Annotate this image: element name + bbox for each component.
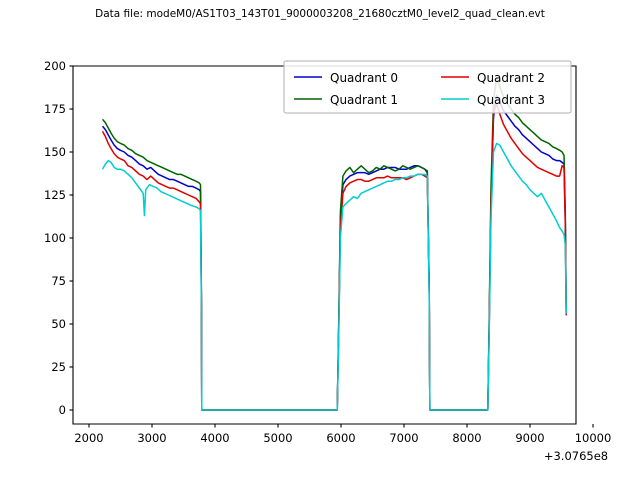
y-tick-label: 0 — [59, 403, 66, 417]
y-tick-label: 25 — [51, 360, 66, 374]
legend-label-quadrant-1: Quadrant 1 — [330, 93, 398, 107]
x-tick-label: 2000 — [74, 431, 103, 445]
series-line-quadrant-1 — [101, 77, 567, 411]
legend-label-quadrant-3: Quadrant 3 — [477, 93, 545, 107]
page-title: Data file: modeM0/AS1T03_143T01_90000032… — [95, 8, 545, 20]
y-tick-label: 175 — [44, 102, 66, 116]
x-tick-label: 9000 — [515, 431, 544, 445]
legend-background — [283, 60, 572, 114]
x-tick-label: 5000 — [263, 431, 292, 445]
legend-label-quadrant-0: Quadrant 0 — [330, 71, 398, 85]
chart-legend[interactable]: Quadrant 0 Quadrant 1 Quadrant 2 Quadrant 3 — [283, 60, 572, 114]
y-tick-label: 75 — [51, 274, 66, 288]
y-tick-label: 100 — [44, 231, 66, 245]
series-line-quadrant-2 — [101, 103, 567, 411]
legend-label-quadrant-2: Quadrant 2 — [477, 71, 545, 85]
series-layer — [101, 77, 567, 411]
series-line-quadrant-0 — [101, 94, 567, 411]
axes-frame — [72, 65, 577, 425]
y-tick-label: 125 — [44, 188, 66, 202]
x-tick-label: 4000 — [200, 431, 229, 445]
y-tick-label: 200 — [44, 59, 66, 73]
series-line-quadrant-3 — [101, 142, 567, 411]
x-axis-offset-label: +3.0765e8 — [544, 449, 608, 463]
x-tick-label: 3000 — [137, 431, 166, 445]
x-tick-label: 8000 — [452, 431, 481, 445]
x-tick-label: 10000 — [575, 431, 612, 445]
x-tick-label: 6000 — [326, 431, 355, 445]
x-tick-label: 7000 — [389, 431, 418, 445]
axes-layer: 0 25 50 75 100 125 150 175 200 2000 3000 4000 5000 60… — [44, 59, 611, 463]
y-tick-label: 50 — [51, 317, 66, 331]
y-tick-label: 150 — [44, 145, 66, 159]
